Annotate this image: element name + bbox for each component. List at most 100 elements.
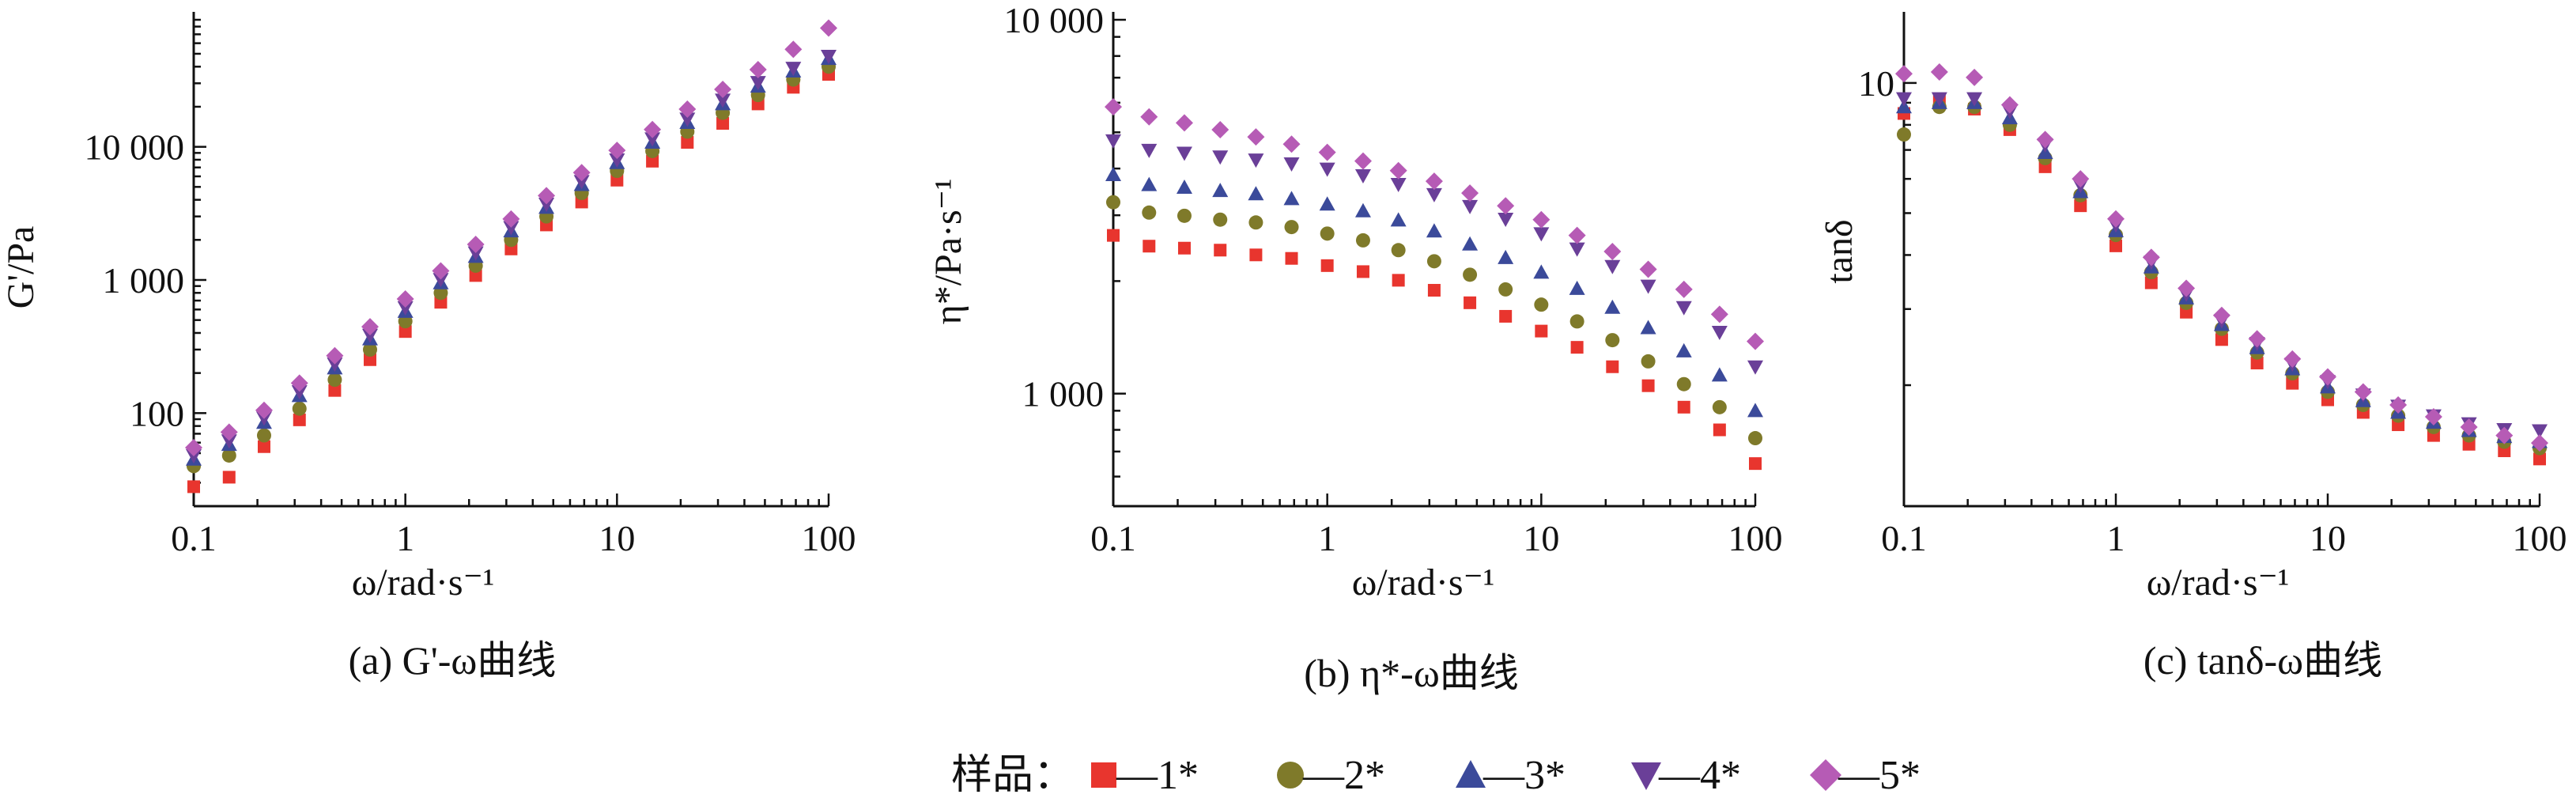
x-tick-label: 100 bbox=[802, 518, 856, 558]
data-point-series-3 bbox=[1533, 264, 1550, 279]
data-point-series-1 bbox=[1499, 309, 1513, 323]
data-point-series-1 bbox=[1285, 252, 1298, 265]
data-point-series-5 bbox=[326, 346, 344, 365]
data-point-series-2 bbox=[1391, 243, 1406, 258]
data-point-series-5 bbox=[2354, 383, 2372, 401]
data-point-series-4 bbox=[679, 112, 696, 127]
panel-b-axes: 0.1 1 10 100 1 000 10 000 bbox=[1004, 0, 1783, 558]
data-point-series-1 bbox=[1143, 240, 1156, 253]
x-tick-label: 0.1 bbox=[1090, 518, 1136, 558]
data-point-series-4 bbox=[1533, 227, 1550, 242]
data-point-series-3 bbox=[1747, 403, 1763, 418]
x-tick-label: 10 bbox=[599, 518, 635, 558]
panel-c-points bbox=[1895, 63, 2548, 466]
data-point-series-5 bbox=[2531, 434, 2548, 452]
data-point-series-3 bbox=[1640, 320, 1656, 335]
data-point-series-5 bbox=[2107, 210, 2125, 228]
y-tick-label: 100 bbox=[130, 393, 184, 433]
legend-label-4: —4* bbox=[1658, 753, 1741, 798]
x-tick-label: 10 bbox=[1523, 518, 1559, 558]
data-point-series-1 bbox=[293, 413, 306, 426]
data-point-series-4 bbox=[1176, 146, 1192, 161]
data-point-series-3 bbox=[1462, 236, 1479, 251]
data-point-series-5 bbox=[1930, 63, 1948, 81]
data-point-series-5 bbox=[185, 439, 202, 457]
data-point-series-3 bbox=[1604, 299, 1621, 314]
data-point-series-5 bbox=[2178, 279, 2196, 297]
panel-c-caption: (c) tanδ-ω曲线 bbox=[2144, 638, 2382, 683]
data-point-series-5 bbox=[1318, 143, 1336, 161]
panel-b-xlabel: ω/rad·s⁻¹ bbox=[1352, 562, 1495, 603]
data-point-series-3 bbox=[1390, 212, 1407, 227]
data-point-series-4 bbox=[327, 357, 343, 373]
data-point-series-5 bbox=[1105, 98, 1122, 116]
data-point-series-4 bbox=[1931, 92, 1947, 107]
data-point-series-4 bbox=[821, 49, 837, 64]
x-tick-label: 0.1 bbox=[1881, 518, 1927, 558]
data-point-series-4 bbox=[1498, 213, 1514, 228]
data-point-series-2 bbox=[363, 342, 378, 357]
data-point-series-4 bbox=[397, 301, 414, 316]
data-point-series-1 bbox=[1392, 274, 1405, 287]
data-point-series-1 bbox=[187, 480, 200, 494]
data-point-series-1 bbox=[646, 154, 659, 168]
data-point-series-5 bbox=[502, 210, 520, 228]
legend-title: 样品： bbox=[951, 753, 1075, 798]
legend-marker-3 bbox=[1456, 760, 1486, 788]
data-point-series-1 bbox=[681, 136, 694, 149]
data-point-series-2 bbox=[327, 373, 342, 388]
panel-a-points bbox=[185, 19, 837, 494]
data-point-series-5 bbox=[466, 236, 485, 254]
data-point-series-3 bbox=[1711, 367, 1728, 382]
x-tick-label: 1 bbox=[2107, 518, 2125, 558]
legend-label-3: —3* bbox=[1483, 753, 1566, 798]
legend-marker-1 bbox=[1091, 762, 1116, 788]
data-point-series-5 bbox=[1895, 65, 1913, 83]
data-point-series-3 bbox=[1498, 249, 1514, 264]
legend-item-4: —4* bbox=[1631, 753, 1741, 798]
data-point-series-3 bbox=[1141, 176, 1158, 191]
data-point-series-4 bbox=[1462, 199, 1479, 214]
data-point-series-1 bbox=[364, 353, 377, 366]
panel-a-caption: (a) G'-ω曲线 bbox=[349, 638, 557, 683]
data-point-series-3 bbox=[1283, 191, 1300, 206]
data-point-series-4 bbox=[1604, 259, 1621, 274]
data-point-series-5 bbox=[1532, 210, 1551, 229]
data-point-series-5 bbox=[1461, 184, 1479, 202]
data-point-series-4 bbox=[1640, 279, 1656, 294]
data-point-series-1 bbox=[2110, 239, 2122, 252]
data-point-series-3 bbox=[1675, 342, 1692, 357]
data-point-series-4 bbox=[644, 132, 661, 147]
data-point-series-4 bbox=[1319, 162, 1335, 177]
panel-a-axes: 0.1 1 10 100 100 1 000 10 000 bbox=[85, 12, 856, 558]
y-tick-label: 1 000 bbox=[103, 260, 185, 301]
data-point-series-2 bbox=[1248, 215, 1263, 230]
data-point-series-2 bbox=[221, 448, 236, 463]
panel-b: 0.1 1 10 100 1 000 10 000 ω/rad·s⁻¹ η*/Pa·s⁻¹… bbox=[927, 0, 1783, 695]
data-point-series-5 bbox=[1675, 280, 1693, 298]
data-point-series-5 bbox=[2389, 396, 2408, 414]
data-point-series-2 bbox=[1320, 226, 1335, 241]
data-point-series-4 bbox=[1675, 301, 1692, 316]
data-point-series-1 bbox=[328, 384, 342, 397]
data-point-series-2 bbox=[1355, 233, 1370, 248]
data-point-series-4 bbox=[291, 385, 308, 400]
y-tick-label: 10 000 bbox=[85, 127, 185, 168]
x-tick-label: 100 bbox=[2513, 518, 2567, 558]
data-point-series-2 bbox=[1712, 399, 1727, 414]
data-point-series-5 bbox=[1211, 121, 1229, 139]
legend-label-5: —5* bbox=[1838, 753, 1921, 798]
data-point-series-1 bbox=[716, 116, 730, 130]
data-point-series-1 bbox=[2250, 357, 2264, 370]
data-point-series-2 bbox=[1641, 354, 1656, 369]
data-point-series-3 bbox=[1354, 202, 1371, 217]
data-point-series-2 bbox=[1569, 314, 1585, 329]
data-point-series-4 bbox=[538, 197, 555, 212]
data-point-series-4 bbox=[1212, 150, 1229, 165]
data-point-series-2 bbox=[1213, 212, 1228, 227]
data-point-series-2 bbox=[256, 428, 271, 443]
panel-b-caption: (b) η*-ω曲线 bbox=[1304, 651, 1519, 695]
data-point-series-2 bbox=[1605, 333, 1620, 348]
data-point-series-2 bbox=[1426, 254, 1441, 269]
